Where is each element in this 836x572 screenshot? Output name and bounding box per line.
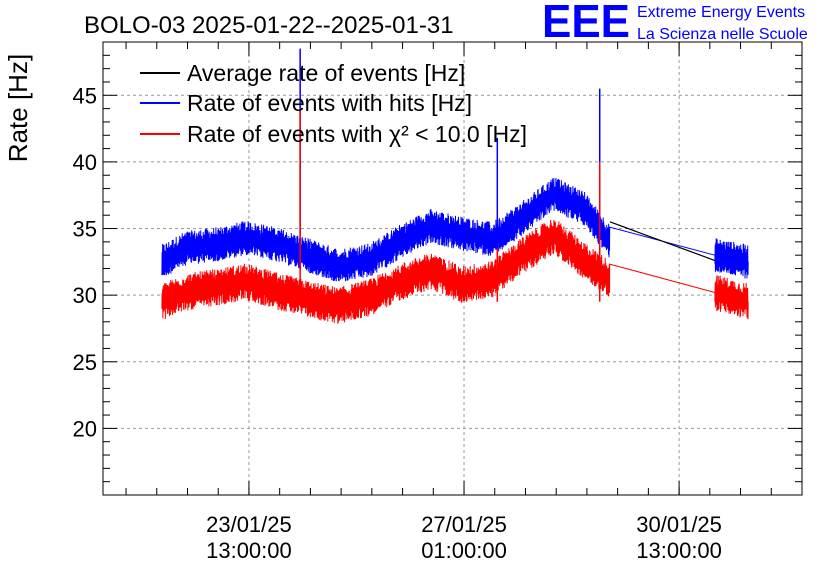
y-axis-label: Rate [Hz] <box>3 54 33 162</box>
y-tick-label: 30 <box>73 283 97 308</box>
axis-ticks <box>103 41 803 495</box>
y-tick-label: 20 <box>73 416 97 441</box>
legend-label-average: Average rate of events [Hz] <box>187 60 465 86</box>
tick-labels: 20253035404523/01/2513:00:0027/01/2501:0… <box>73 83 722 563</box>
legend-label-chi2: Rate of events with χ² < 10.0 [Hz] <box>187 121 527 147</box>
series-group <box>161 48 749 324</box>
series-line-1 <box>161 177 749 282</box>
x-tick-time-label: 01:00:00 <box>421 538 507 563</box>
logo-line-2: La Scienza nelle Scuole <box>637 26 808 43</box>
series-line-average <box>609 221 716 262</box>
legend: Average rate of events [Hz] Rate of even… <box>140 60 527 147</box>
logo: EEE Extreme Energy Events La Scienza nel… <box>542 0 808 47</box>
x-tick-date-label: 30/01/25 <box>636 512 722 537</box>
series-line-2 <box>161 219 749 324</box>
legend-label-hits: Rate of events with hits [Hz] <box>187 90 472 116</box>
logo-letters: EEE <box>542 0 630 47</box>
x-tick-date-label: 27/01/25 <box>421 512 507 537</box>
x-tick-time-label: 13:00:00 <box>636 538 722 563</box>
y-tick-label: 45 <box>73 83 97 108</box>
x-tick-time-label: 13:00:00 <box>206 538 292 563</box>
y-tick-label: 40 <box>73 150 97 175</box>
x-tick-date-label: 23/01/25 <box>206 512 292 537</box>
chart-title: BOLO-03 2025-01-22--2025-01-31 <box>84 12 454 39</box>
logo-line-1: Extreme Energy Events <box>637 4 805 21</box>
y-tick-label: 35 <box>73 217 97 242</box>
y-tick-label: 25 <box>73 350 97 375</box>
